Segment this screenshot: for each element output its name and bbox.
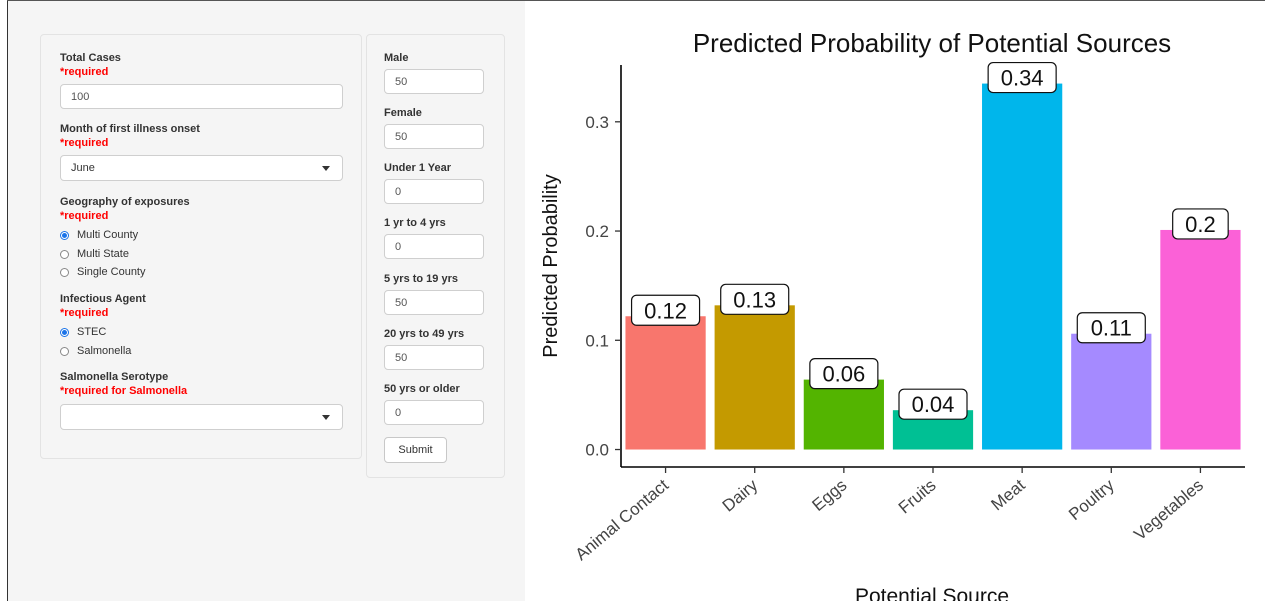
data-label: 0.13 bbox=[733, 287, 776, 312]
yr50-input[interactable]: 0 bbox=[384, 400, 484, 425]
under-1-label: Under 1 Year bbox=[384, 162, 452, 174]
yr5-19-input[interactable]: 50 bbox=[384, 290, 484, 315]
under-1-input[interactable]: 0 bbox=[384, 179, 484, 204]
data-label-box bbox=[809, 358, 879, 390]
month-onset-required: *required bbox=[60, 137, 109, 149]
serotype-required: *required for Salmonella bbox=[60, 385, 188, 397]
window-left-border bbox=[7, 0, 8, 601]
month-onset-label: Month of first illness onset bbox=[60, 123, 200, 135]
radio-unselected-icon bbox=[60, 249, 69, 259]
radio-multi-state[interactable]: Multi State bbox=[60, 248, 129, 260]
data-label-box bbox=[1172, 208, 1229, 240]
x-tick-label: Vegetables bbox=[1130, 476, 1207, 545]
data-label-box bbox=[1076, 312, 1146, 344]
bar-eggs bbox=[803, 379, 884, 450]
data-label: 0.2 bbox=[1185, 212, 1216, 237]
yr1-4-input[interactable]: 0 bbox=[384, 234, 484, 259]
total-cases-label: Total Cases bbox=[60, 52, 121, 64]
agent-required: *required bbox=[60, 307, 109, 319]
month-onset-value: June bbox=[71, 162, 95, 174]
female-label: Female bbox=[384, 107, 422, 119]
radio-multi-county[interactable]: Multi County bbox=[60, 229, 138, 241]
chart-title: Predicted Probability of Potential Sourc… bbox=[693, 28, 1171, 58]
data-label-box bbox=[720, 283, 790, 315]
data-label: 0.12 bbox=[644, 298, 687, 323]
bar-animal-contact bbox=[625, 316, 706, 450]
radio-multi-county-label: Multi County bbox=[77, 229, 139, 241]
data-label-box bbox=[898, 388, 968, 420]
geography-label: Geography of exposures bbox=[60, 196, 190, 208]
radio-selected-icon bbox=[60, 230, 69, 240]
yr50-label: 50 yrs or older bbox=[384, 383, 460, 395]
total-cases-required: *required bbox=[60, 66, 109, 78]
y-axis-title: Predicted Probability bbox=[540, 174, 562, 357]
x-tick-label: Dairy bbox=[719, 475, 762, 515]
bar-meat bbox=[982, 83, 1063, 450]
data-label-box bbox=[630, 294, 701, 326]
x-tick-label: Eggs bbox=[809, 476, 851, 515]
y-tick-label: 0.0 bbox=[585, 441, 609, 460]
female-input[interactable]: 50 bbox=[384, 124, 484, 149]
chevron-down-icon bbox=[322, 166, 330, 171]
serotype-label: Salmonella Serotype bbox=[60, 371, 169, 383]
data-label: 0.04 bbox=[912, 392, 955, 417]
radio-unselected-icon bbox=[60, 346, 69, 356]
y-tick-label: 0.3 bbox=[585, 113, 609, 132]
yr20-49-input[interactable]: 50 bbox=[384, 345, 484, 370]
yr20-49-label: 20 yrs to 49 yrs bbox=[384, 328, 465, 340]
radio-stec-label: STEC bbox=[77, 326, 107, 338]
x-tick-label: Meat bbox=[988, 475, 1029, 514]
agent-label: Infectious Agent bbox=[60, 293, 146, 305]
radio-salmonella[interactable]: Salmonella bbox=[60, 345, 131, 357]
yr5-19-label: 5 yrs to 19 yrs bbox=[384, 273, 458, 285]
radio-single-county[interactable]: Single County bbox=[60, 266, 146, 278]
radio-stec[interactable]: STEC bbox=[60, 326, 106, 338]
radio-selected-icon bbox=[60, 327, 69, 337]
x-axis-title: Potential Source bbox=[855, 585, 1009, 601]
window-top-border bbox=[7, 0, 1265, 1]
month-onset-select[interactable]: June bbox=[60, 155, 343, 181]
male-input[interactable]: 50 bbox=[384, 69, 484, 94]
x-tick-label: Animal Contact bbox=[572, 475, 673, 564]
chevron-down-icon bbox=[322, 415, 330, 420]
data-label-box bbox=[987, 61, 1057, 94]
y-tick-label: 0.2 bbox=[585, 222, 609, 241]
x-tick-label: Poultry bbox=[1065, 475, 1118, 524]
bar-poultry bbox=[1071, 333, 1152, 450]
total-cases-input[interactable]: 100 bbox=[60, 84, 343, 109]
radio-multi-state-label: Multi State bbox=[77, 248, 129, 260]
submit-button[interactable]: Submit bbox=[384, 437, 447, 463]
yr1-4-label: 1 yr to 4 yrs bbox=[384, 217, 446, 229]
y-tick-label: 0.1 bbox=[585, 331, 609, 350]
radio-unselected-icon bbox=[60, 267, 69, 277]
geography-required: *required bbox=[60, 210, 109, 222]
probability-bar-chart: Predicted Probability of Potential Sourc… bbox=[540, 28, 1245, 601]
serotype-select[interactable] bbox=[60, 404, 343, 430]
radio-salmonella-label: Salmonella bbox=[77, 345, 132, 357]
radio-single-county-label: Single County bbox=[77, 266, 146, 278]
bar-vegetables bbox=[1160, 229, 1241, 450]
bar-dairy bbox=[714, 305, 795, 450]
male-label: Male bbox=[384, 52, 409, 64]
x-tick-label: Fruits bbox=[895, 476, 940, 518]
data-label: 0.34 bbox=[1001, 66, 1044, 91]
data-label: 0.06 bbox=[822, 362, 865, 387]
data-label: 0.11 bbox=[1091, 316, 1132, 341]
